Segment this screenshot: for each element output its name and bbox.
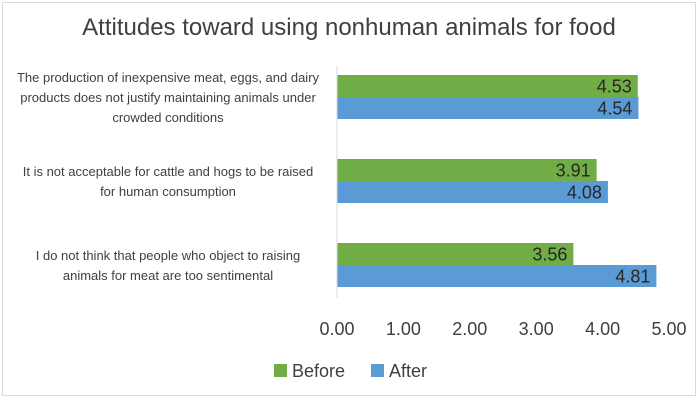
data-label: 4.54 <box>597 99 632 119</box>
bar-after <box>337 181 608 203</box>
data-label: 3.56 <box>532 245 567 265</box>
legend-label-before: Before <box>292 361 345 381</box>
bar-before <box>337 75 638 97</box>
data-label: 4.53 <box>597 77 632 97</box>
bar-after <box>337 265 657 287</box>
x-tick-label: 2.00 <box>452 319 487 339</box>
x-tick-label: 5.00 <box>651 319 686 339</box>
x-tick-label: 1.00 <box>386 319 421 339</box>
x-tick-label: 4.00 <box>585 319 620 339</box>
category-label: The production of inexpensive meat, eggs… <box>17 70 320 85</box>
data-label: 4.08 <box>567 183 602 203</box>
data-label: 4.81 <box>615 267 650 287</box>
legend-swatch-after <box>371 364 384 377</box>
chart-title: Attitudes toward using nonhuman animals … <box>82 14 616 41</box>
category-label: It is not acceptable for cattle and hogs… <box>23 164 314 179</box>
category-label: crowded conditions <box>112 110 224 125</box>
bar-before <box>337 159 597 181</box>
category-label: products does not justify maintaining an… <box>20 90 316 105</box>
legend: Before After <box>274 361 427 381</box>
data-label: 3.91 <box>556 161 591 181</box>
bar-before <box>337 243 574 265</box>
x-tick-label: 3.00 <box>519 319 554 339</box>
legend-swatch-before <box>274 364 287 377</box>
bar-after <box>337 97 639 119</box>
legend-label-after: After <box>389 361 427 381</box>
category-label: for human consumption <box>100 184 236 199</box>
category-label: animals for meat are too sentimental <box>63 268 273 283</box>
category-label: I do not think that people who object to… <box>36 248 301 263</box>
plot-area: The production of inexpensive meat, eggs… <box>17 66 687 339</box>
x-tick-label: 0.00 <box>319 319 354 339</box>
